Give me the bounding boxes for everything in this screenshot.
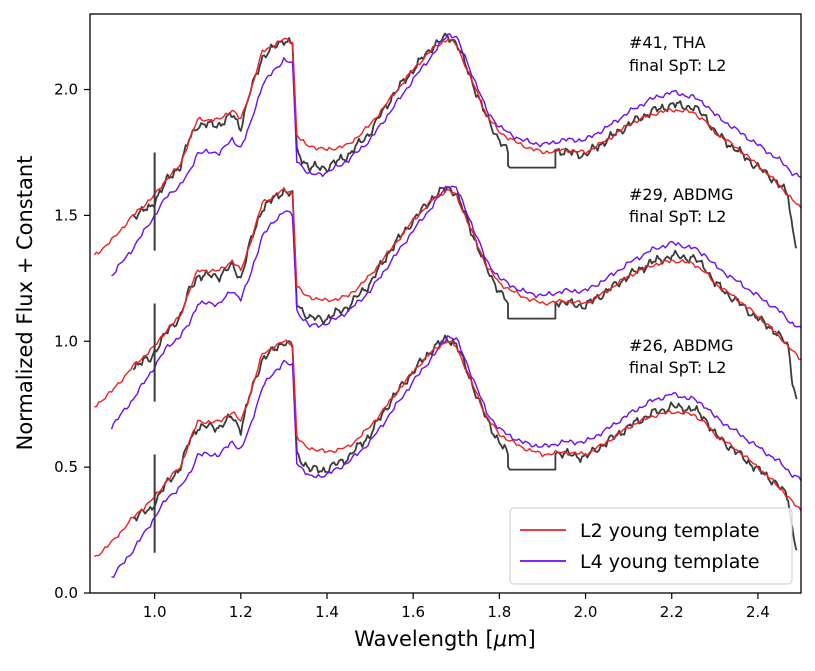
- annotation-29: #29, ABDMG final SpT: L2: [629, 185, 733, 226]
- y-axis-label: Normalized Flux + Constant: [13, 156, 37, 451]
- series-l4-template-29: [110, 185, 801, 430]
- x-tick-label: 1.2: [229, 603, 253, 621]
- x-axis-label: Wavelength [μm]: [354, 627, 535, 651]
- x-tick-label: 1.0: [143, 603, 167, 621]
- legend-label-l2: L2 young template: [580, 520, 760, 542]
- x-tick-label: 1.6: [401, 603, 425, 621]
- series-l4-template-26: [111, 335, 801, 578]
- y-tick-label: 1.5: [54, 206, 78, 224]
- annotation-29-line1: #29, ABDMG: [629, 185, 733, 204]
- y-tick-label: 1.0: [54, 332, 78, 350]
- x-tick-label: 1.4: [315, 603, 339, 621]
- legend-box: [509, 507, 793, 585]
- annotation-26-line2: final SpT: L2: [629, 358, 726, 377]
- series-observed-29: [132, 186, 798, 400]
- annotation-29-line2: final SpT: L2: [629, 207, 726, 226]
- x-tick-label: 2.0: [574, 603, 598, 621]
- y-axis-ticks: 0.0 0.5 1.0 1.5 2.0: [54, 81, 90, 602]
- x-axis-label-unit: m]: [507, 627, 536, 651]
- legend-label-l4: L4 young template: [580, 551, 760, 573]
- series-layer: [93, 32, 801, 578]
- annotation-41-line2: final SpT: L2: [629, 56, 726, 75]
- plot-frame: [89, 13, 802, 594]
- annotation-41-line1: #41, THA: [629, 33, 706, 52]
- x-axis-label-mu: μ: [493, 627, 507, 651]
- annotation-26: #26, ABDMG final SpT: L2: [629, 336, 733, 377]
- series-observed-26: [132, 334, 798, 551]
- legend: L2 young template L4 young template: [509, 507, 793, 585]
- annotation-41: #41, THA final SpT: L2: [629, 33, 726, 75]
- y-tick-label: 0.5: [54, 458, 78, 476]
- series-l2-template-26: [94, 339, 801, 557]
- series-l4-template-41: [111, 33, 801, 277]
- annotation-26-line1: #26, ABDMG: [629, 336, 733, 355]
- x-axis-label-text: Wavelength [: [354, 627, 493, 651]
- series-observed-41: [132, 32, 798, 249]
- y-tick-label: 2.0: [54, 81, 78, 99]
- x-axis-ticks: 1.0 1.2 1.4 1.6 1.8 2.0 2.2 2.4: [143, 593, 770, 621]
- x-tick-label: 2.2: [660, 603, 684, 621]
- plot-area: [93, 32, 801, 578]
- y-tick-label: 0.0: [54, 584, 78, 602]
- series-l2-template-41: [93, 37, 801, 256]
- series-l2-template-29: [94, 187, 801, 408]
- x-tick-label: 2.4: [746, 603, 770, 621]
- x-tick-label: 1.8: [487, 603, 511, 621]
